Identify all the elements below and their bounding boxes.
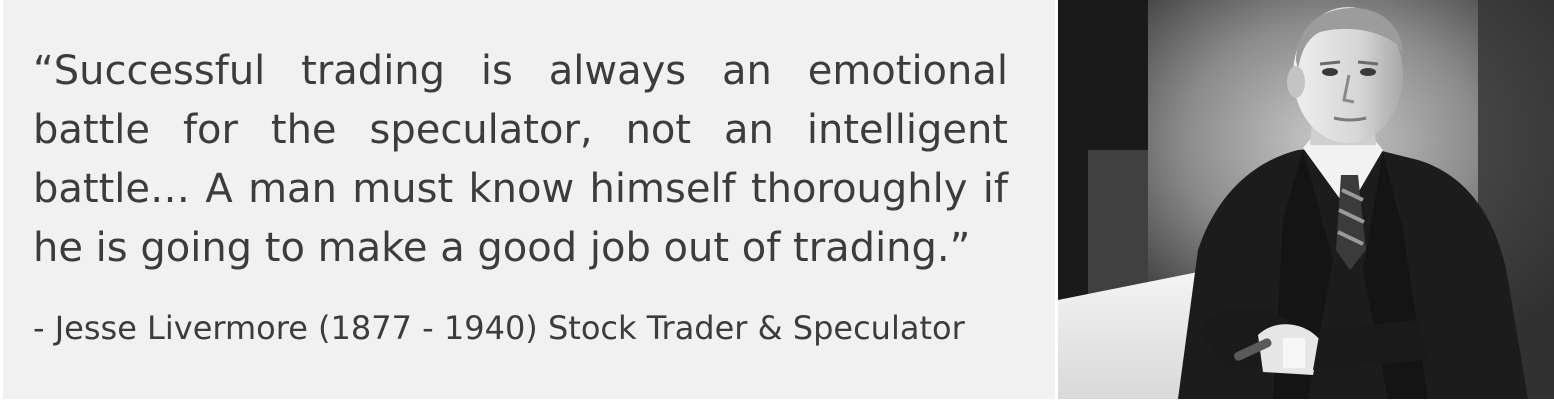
cigar: [1234, 338, 1272, 361]
right-sleeve: [1313, 320, 1428, 370]
chair-back-left: [1088, 150, 1148, 310]
ear: [1287, 66, 1305, 98]
eyebrows: [1319, 60, 1379, 66]
portrait-photo: [1058, 0, 1554, 399]
shirt-cuff: [1283, 338, 1305, 368]
left-eye: [1322, 68, 1338, 76]
necktie-stripes: [1337, 188, 1365, 246]
mouth: [1333, 116, 1367, 122]
right-eye: [1360, 68, 1376, 76]
quote-attribution: - Jesse Livermore (1877 - 1940) Stock Tr…: [33, 309, 965, 347]
portrait-illustration: [1058, 0, 1554, 399]
shirt-collar: [1303, 136, 1383, 210]
hair: [1296, 8, 1403, 70]
quote-text: “Successful trading is always an emotion…: [33, 48, 1008, 271]
nose: [1342, 74, 1355, 104]
quote-panel: “Successful trading is always an emotion…: [3, 0, 1055, 399]
